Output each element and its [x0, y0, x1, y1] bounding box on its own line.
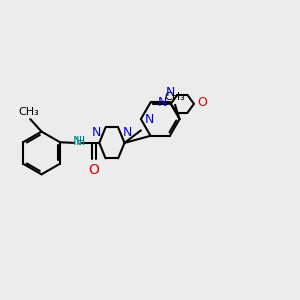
Text: CH₃: CH₃ [18, 107, 39, 117]
Text: CH₃: CH₃ [165, 92, 185, 102]
Text: H: H [76, 136, 86, 148]
Text: O: O [197, 96, 207, 109]
Text: N: N [158, 96, 167, 109]
Text: N: N [92, 126, 102, 139]
Text: N: N [145, 112, 154, 126]
Text: N: N [73, 136, 83, 148]
Text: N: N [166, 86, 175, 99]
Text: O: O [88, 164, 99, 177]
Text: N: N [123, 126, 132, 139]
